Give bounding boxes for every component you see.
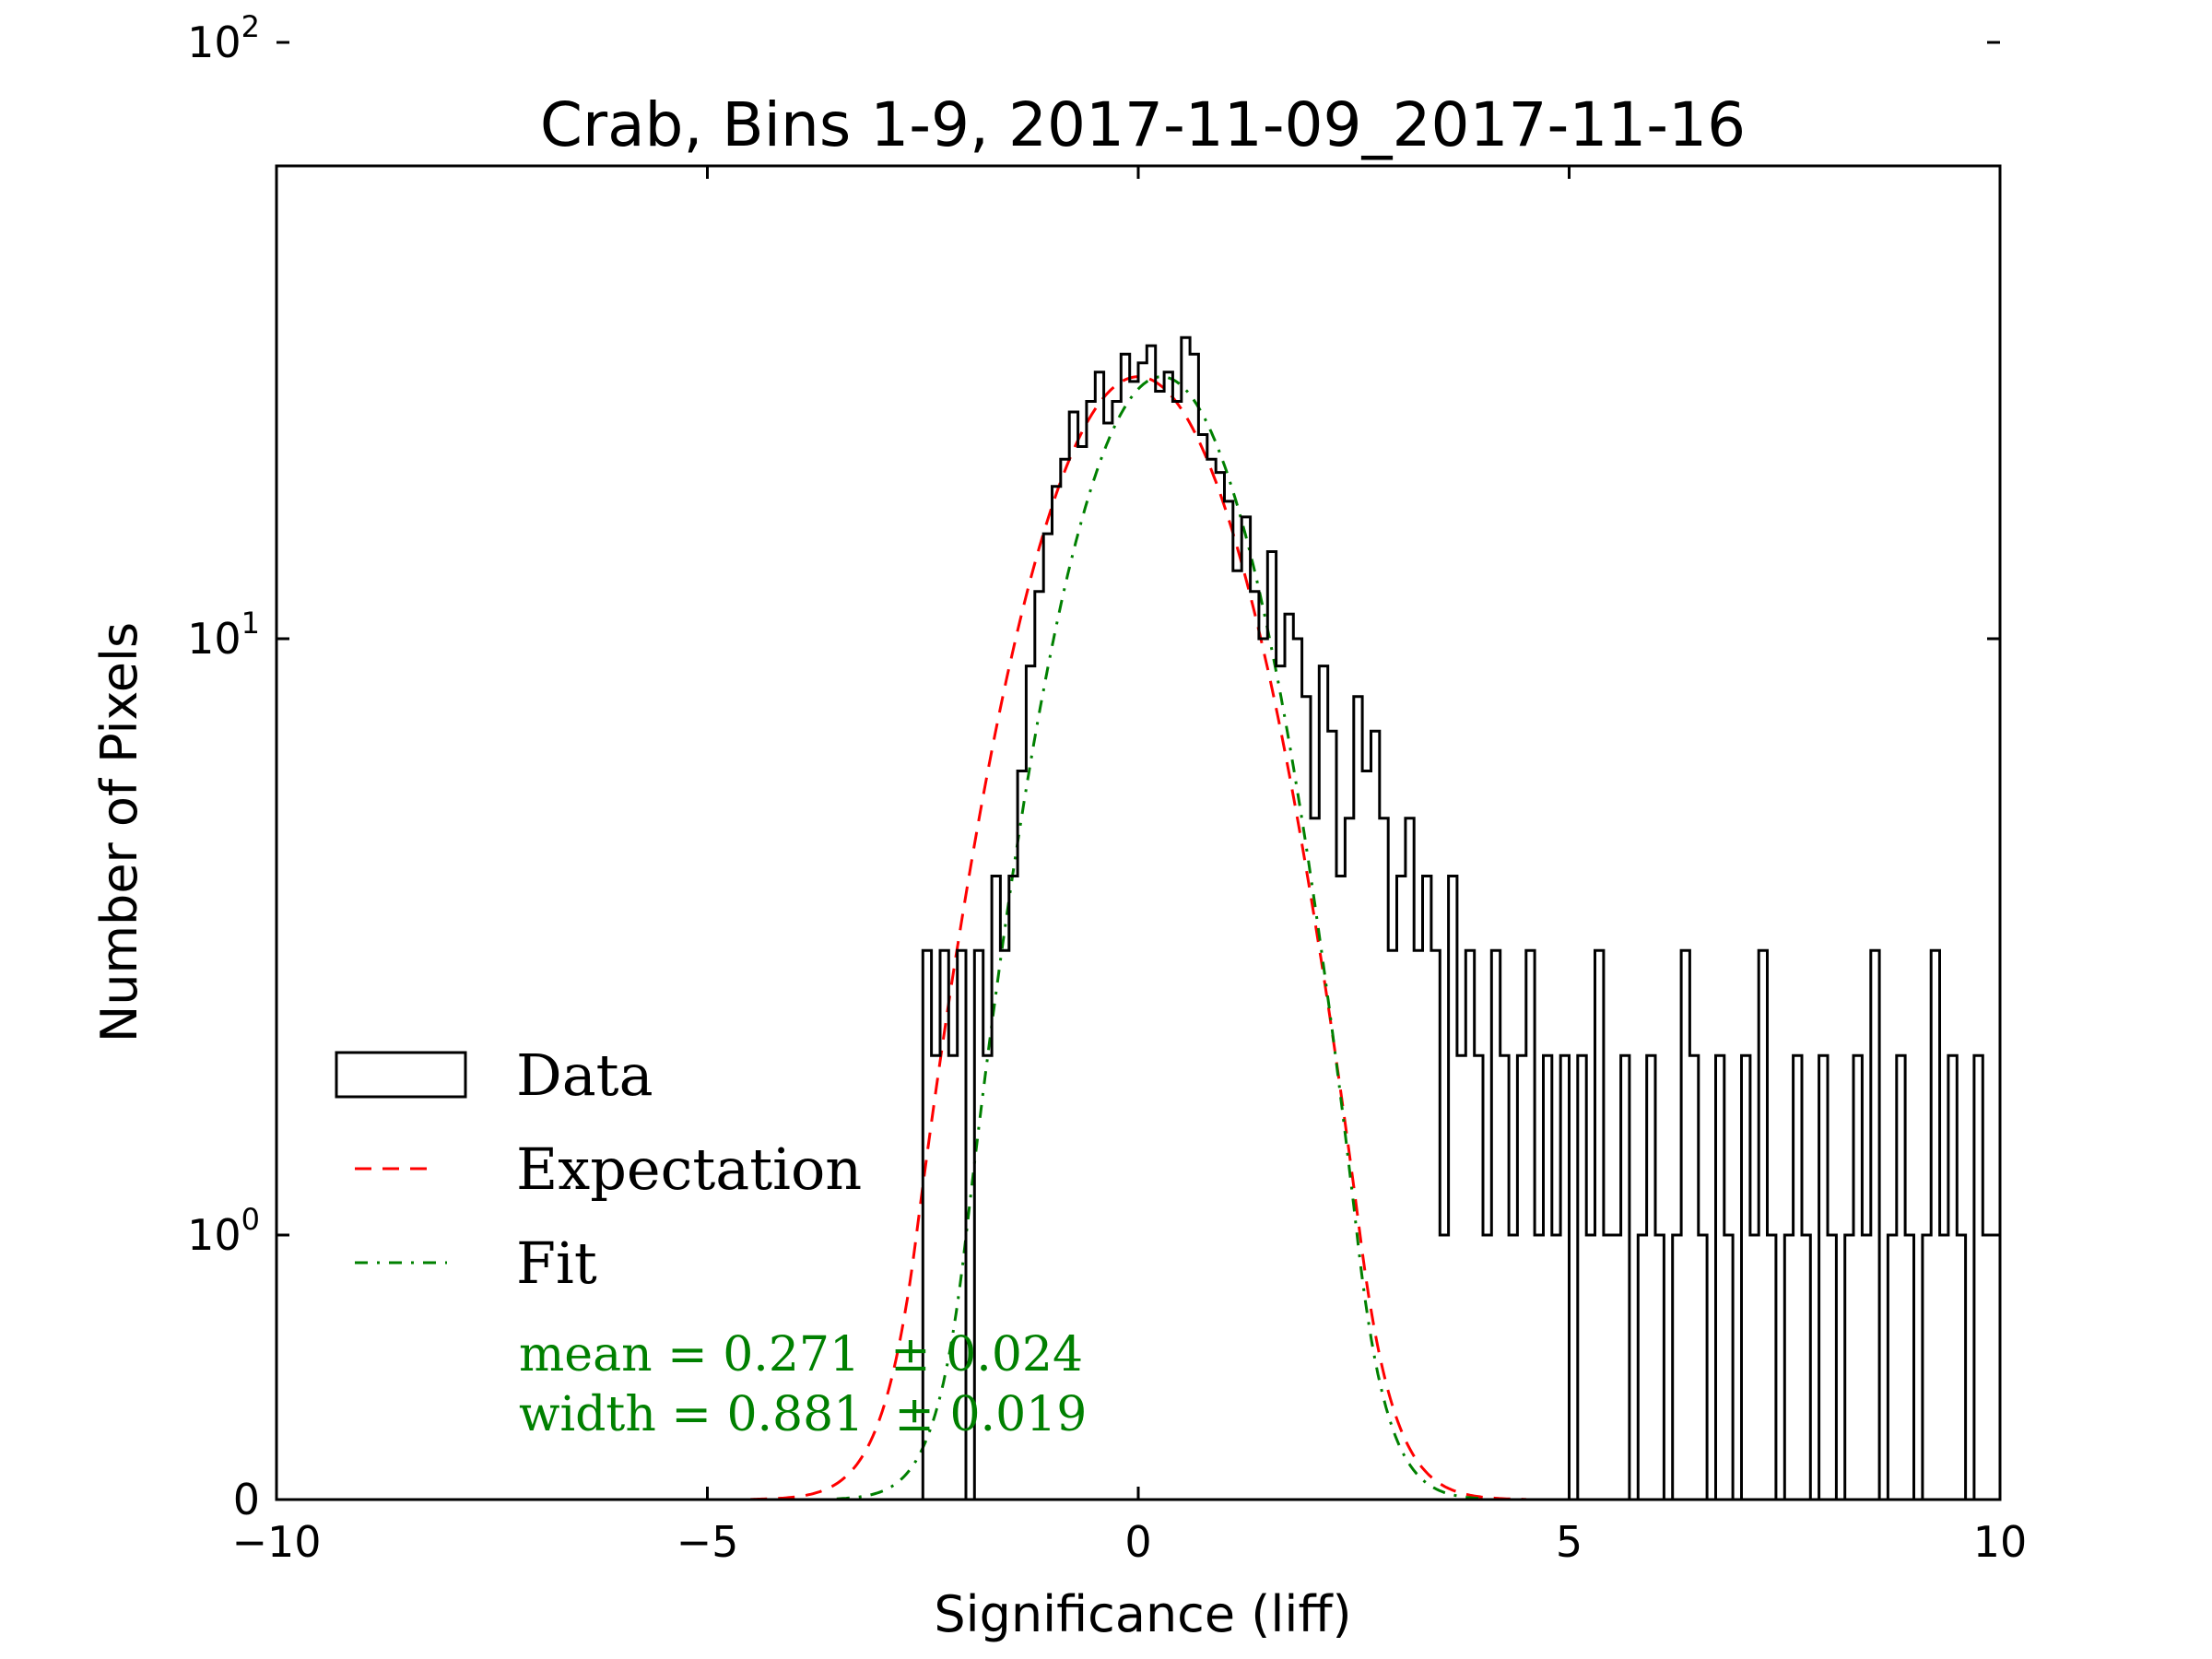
- y-axis-label: Number of Pixels: [90, 622, 148, 1042]
- x-tick-label: 10: [1973, 1517, 2028, 1567]
- legend-fit-label: Fit: [516, 1230, 597, 1297]
- x-tick-label: −10: [231, 1517, 321, 1567]
- data-histogram: [921, 335, 2002, 1501]
- x-tick-label: 5: [1556, 1517, 1583, 1567]
- legend: Data Expectation Fit mean = 0.271 ± 0.02…: [335, 1041, 1087, 1442]
- y-tick-label: 101: [187, 606, 260, 664]
- legend-data-label: Data: [516, 1041, 653, 1109]
- chart-title: Crab, Bins 1-9, 2017-11-09_2017-11-16: [540, 89, 1746, 160]
- legend-data-swatch: [335, 1051, 467, 1099]
- x-tick-label: −5: [677, 1517, 739, 1567]
- y-tick-label: 102: [187, 9, 260, 67]
- y-tick-label: 100: [187, 1202, 260, 1260]
- data-step-line: [921, 335, 2002, 1501]
- fit-mean-annotation: mean = 0.271 ± 0.024: [519, 1327, 1083, 1382]
- x-tick-label: 0: [1124, 1517, 1151, 1567]
- legend-expectation-label: Expectation: [516, 1135, 862, 1203]
- fit-curve: [836, 375, 1484, 1500]
- fit-width-annotation: width = 0.881 ± 0.019: [519, 1387, 1087, 1442]
- y-tick-label: 0: [233, 1475, 260, 1524]
- x-axis-label: Significance (liff): [934, 1585, 1351, 1643]
